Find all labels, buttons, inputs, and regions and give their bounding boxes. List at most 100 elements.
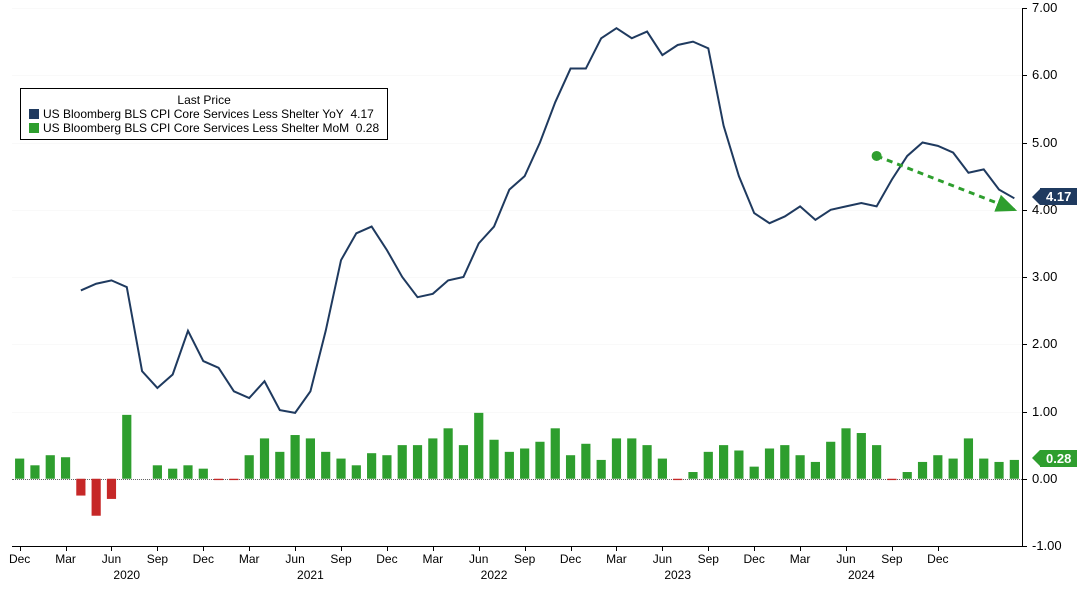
x-tick-mark bbox=[433, 546, 434, 551]
bar-mom bbox=[949, 459, 958, 479]
x-tick-mark bbox=[295, 546, 296, 551]
x-tick-label: Dec bbox=[376, 552, 397, 566]
bar-mom bbox=[933, 455, 942, 479]
bar-mom bbox=[642, 445, 651, 479]
bar-mom bbox=[76, 479, 85, 496]
bar-mom bbox=[918, 462, 927, 479]
bar-mom bbox=[444, 428, 453, 478]
x-tick-label: Mar bbox=[790, 552, 811, 566]
x-year-label: 2024 bbox=[848, 568, 875, 582]
x-tick-label: Dec bbox=[193, 552, 214, 566]
bar-mom bbox=[153, 465, 162, 478]
chart-container: Last Price US Bloomberg BLS CPI Core Ser… bbox=[0, 0, 1084, 600]
x-tick-mark bbox=[708, 546, 709, 551]
bar-mom bbox=[15, 459, 24, 479]
bar-mom bbox=[979, 459, 988, 479]
x-tick-mark bbox=[525, 546, 526, 551]
bar-mom bbox=[1010, 460, 1019, 479]
bar-mom bbox=[459, 445, 468, 479]
bar-mom bbox=[964, 438, 973, 478]
bar-mom bbox=[520, 448, 529, 478]
bar-mom bbox=[887, 479, 896, 480]
bar-mom bbox=[336, 459, 345, 479]
x-tick-mark bbox=[387, 546, 388, 551]
bar-mom bbox=[688, 472, 697, 479]
bar-mom bbox=[352, 465, 361, 478]
bar-mom bbox=[581, 444, 590, 479]
x-year-label: 2023 bbox=[664, 568, 691, 582]
x-tick-mark bbox=[846, 546, 847, 551]
line-yoy bbox=[81, 28, 1014, 413]
x-tick-label: Dec bbox=[744, 552, 765, 566]
bar-mom bbox=[46, 455, 55, 479]
bar-mom bbox=[92, 479, 101, 516]
x-tick-mark bbox=[662, 546, 663, 551]
bar-mom bbox=[61, 457, 70, 479]
x-tick-label: Sep bbox=[698, 552, 719, 566]
bar-mom bbox=[306, 438, 315, 478]
bar-mom bbox=[229, 479, 238, 480]
x-tick-label: Jun bbox=[836, 552, 855, 566]
x-tick-mark bbox=[157, 546, 158, 551]
bar-mom bbox=[199, 469, 208, 479]
chart-svg-layer bbox=[0, 0, 1084, 600]
bar-mom bbox=[750, 467, 759, 479]
x-tick-label: Sep bbox=[147, 552, 168, 566]
x-tick-label: Jun bbox=[469, 552, 488, 566]
bar-mom bbox=[489, 440, 498, 479]
bar-mom bbox=[566, 455, 575, 479]
x-tick-label: Jun bbox=[653, 552, 672, 566]
x-tick-mark bbox=[800, 546, 801, 551]
x-tick-label: Dec bbox=[9, 552, 30, 566]
x-tick-mark bbox=[203, 546, 204, 551]
bar-mom bbox=[673, 479, 682, 480]
x-tick-label: Mar bbox=[422, 552, 443, 566]
bar-mom bbox=[214, 479, 223, 480]
x-year-label: 2020 bbox=[113, 568, 140, 582]
bar-mom bbox=[122, 415, 131, 479]
x-tick-label: Dec bbox=[560, 552, 581, 566]
x-tick-label: Dec bbox=[927, 552, 948, 566]
bar-mom bbox=[535, 442, 544, 479]
x-tick-mark bbox=[249, 546, 250, 551]
bar-mom bbox=[474, 413, 483, 479]
bar-mom bbox=[245, 455, 254, 479]
bar-mom bbox=[780, 445, 789, 479]
bar-mom bbox=[321, 452, 330, 479]
bar-mom bbox=[841, 428, 850, 478]
bar-mom bbox=[597, 460, 606, 479]
x-tick-mark bbox=[66, 546, 67, 551]
bar-mom bbox=[826, 442, 835, 479]
bar-mom bbox=[107, 479, 116, 499]
x-tick-label: Mar bbox=[239, 552, 260, 566]
x-tick-mark bbox=[616, 546, 617, 551]
bar-mom bbox=[872, 445, 881, 479]
bar-mom bbox=[903, 472, 912, 479]
bar-mom bbox=[183, 465, 192, 478]
bar-mom bbox=[627, 438, 636, 478]
x-tick-mark bbox=[938, 546, 939, 551]
x-tick-label: Mar bbox=[606, 552, 627, 566]
bar-mom bbox=[704, 452, 713, 479]
x-tick-label: Jun bbox=[102, 552, 121, 566]
bar-mom bbox=[275, 452, 284, 479]
x-tick-label: Sep bbox=[330, 552, 351, 566]
x-year-label: 2021 bbox=[297, 568, 324, 582]
x-tick-label: Mar bbox=[55, 552, 76, 566]
bar-mom bbox=[30, 465, 39, 478]
bar-mom bbox=[168, 469, 177, 479]
bar-mom bbox=[413, 445, 422, 479]
x-tick-label: Sep bbox=[881, 552, 902, 566]
x-tick-label: Jun bbox=[285, 552, 304, 566]
x-tick-mark bbox=[111, 546, 112, 551]
bar-mom bbox=[551, 428, 560, 478]
bar-mom bbox=[857, 433, 866, 479]
bar-mom bbox=[765, 448, 774, 478]
bar-mom bbox=[719, 445, 728, 479]
bar-mom bbox=[811, 462, 820, 479]
x-tick-mark bbox=[341, 546, 342, 551]
bar-mom bbox=[260, 438, 269, 478]
x-tick-mark bbox=[571, 546, 572, 551]
x-year-label: 2022 bbox=[481, 568, 508, 582]
bar-mom bbox=[428, 438, 437, 478]
